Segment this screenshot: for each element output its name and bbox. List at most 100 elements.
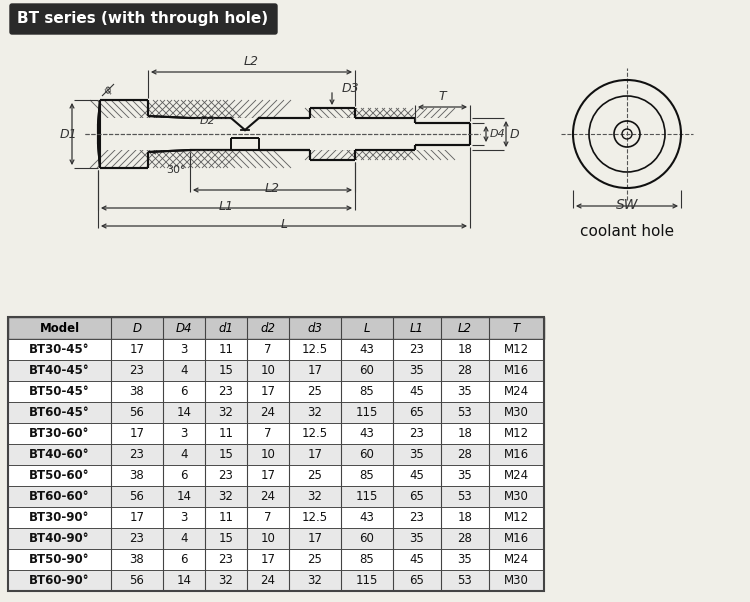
Text: D3: D3	[342, 81, 360, 95]
Text: M16: M16	[504, 448, 529, 461]
Text: 43: 43	[359, 511, 374, 524]
Text: T: T	[513, 321, 520, 335]
Text: BT40-60°: BT40-60°	[29, 448, 90, 461]
Text: 18: 18	[458, 427, 472, 440]
Text: L2: L2	[458, 321, 472, 335]
Text: 115: 115	[356, 574, 378, 587]
Text: BT60-90°: BT60-90°	[29, 574, 90, 587]
Text: L1: L1	[410, 321, 424, 335]
Bar	[95, 70, 148, 100]
Text: 32: 32	[218, 490, 233, 503]
Text: M16: M16	[504, 532, 529, 545]
Text: 38: 38	[130, 469, 144, 482]
Text: BT30-90°: BT30-90°	[29, 511, 90, 524]
Text: 11: 11	[218, 343, 233, 356]
Text: 17: 17	[260, 469, 275, 482]
Bar	[8, 486, 544, 507]
Text: L1: L1	[219, 200, 234, 213]
Text: 23: 23	[218, 385, 233, 398]
Text: BT50-45°: BT50-45°	[29, 385, 90, 398]
Text: 4: 4	[180, 364, 188, 377]
Text: 3: 3	[180, 511, 188, 524]
Text: D4: D4	[176, 321, 192, 335]
Text: 7: 7	[264, 511, 272, 524]
Text: 18: 18	[458, 343, 472, 356]
Bar	[8, 402, 544, 423]
Bar	[8, 528, 544, 549]
Text: 23: 23	[410, 427, 424, 440]
Text: 6: 6	[180, 553, 188, 566]
Text: 7: 7	[264, 427, 272, 440]
Bar	[95, 118, 148, 150]
Text: 28: 28	[458, 448, 472, 461]
Bar	[8, 549, 544, 570]
Text: L2: L2	[244, 55, 259, 68]
Text: M30: M30	[504, 574, 529, 587]
Text: 25: 25	[308, 553, 322, 566]
Text: 35: 35	[458, 553, 472, 566]
Text: 85: 85	[360, 553, 374, 566]
Text: d2: d2	[260, 321, 275, 335]
Text: 23: 23	[130, 532, 145, 545]
Text: 115: 115	[356, 490, 378, 503]
Text: 24: 24	[260, 574, 275, 587]
Text: 28: 28	[458, 532, 472, 545]
Bar	[8, 444, 544, 465]
Text: 15: 15	[218, 532, 233, 545]
Text: 4: 4	[180, 532, 188, 545]
Text: 30°: 30°	[166, 165, 185, 175]
Text: 60: 60	[359, 448, 374, 461]
Text: 65: 65	[410, 406, 424, 419]
Text: M16: M16	[504, 364, 529, 377]
Text: d1: d1	[218, 321, 233, 335]
Text: M30: M30	[504, 490, 529, 503]
Text: 45: 45	[410, 385, 424, 398]
Bar	[8, 423, 544, 444]
Text: 14: 14	[176, 574, 191, 587]
Bar	[8, 507, 544, 528]
Text: coolant hole: coolant hole	[580, 224, 674, 239]
Text: 23: 23	[410, 511, 424, 524]
Text: D1: D1	[59, 128, 77, 140]
Text: Model: Model	[40, 321, 80, 335]
Text: 32: 32	[308, 490, 322, 503]
Text: 6: 6	[180, 385, 188, 398]
Text: 53: 53	[458, 490, 472, 503]
Text: 11: 11	[218, 511, 233, 524]
Text: 17: 17	[260, 553, 275, 566]
Text: M24: M24	[504, 553, 529, 566]
Bar	[8, 381, 544, 402]
Text: 4: 4	[180, 448, 188, 461]
Text: 56: 56	[130, 490, 145, 503]
Text: 12.5: 12.5	[302, 427, 328, 440]
Text: 10: 10	[260, 364, 275, 377]
Text: 17: 17	[130, 427, 145, 440]
Text: 23: 23	[130, 448, 145, 461]
Text: 45: 45	[410, 553, 424, 566]
Text: 32: 32	[308, 406, 322, 419]
Text: BT60-60°: BT60-60°	[29, 490, 90, 503]
Text: M12: M12	[504, 427, 529, 440]
Bar	[8, 339, 544, 360]
Text: 23: 23	[218, 469, 233, 482]
Bar	[8, 317, 544, 339]
Text: 85: 85	[360, 385, 374, 398]
Text: 23: 23	[218, 553, 233, 566]
Text: 14: 14	[176, 406, 191, 419]
Text: 17: 17	[260, 385, 275, 398]
Text: 38: 38	[130, 553, 144, 566]
Text: 3: 3	[180, 343, 188, 356]
Text: BT30-45°: BT30-45°	[29, 343, 90, 356]
Text: 25: 25	[308, 385, 322, 398]
Text: 32: 32	[218, 574, 233, 587]
Bar	[8, 465, 544, 486]
Text: 56: 56	[130, 406, 145, 419]
Text: 35: 35	[410, 532, 424, 545]
Text: 11: 11	[218, 427, 233, 440]
Text: 28: 28	[458, 364, 472, 377]
Text: M24: M24	[504, 469, 529, 482]
Text: 60: 60	[359, 364, 374, 377]
Text: D: D	[510, 128, 520, 140]
Text: 53: 53	[458, 406, 472, 419]
Text: 7: 7	[264, 343, 272, 356]
